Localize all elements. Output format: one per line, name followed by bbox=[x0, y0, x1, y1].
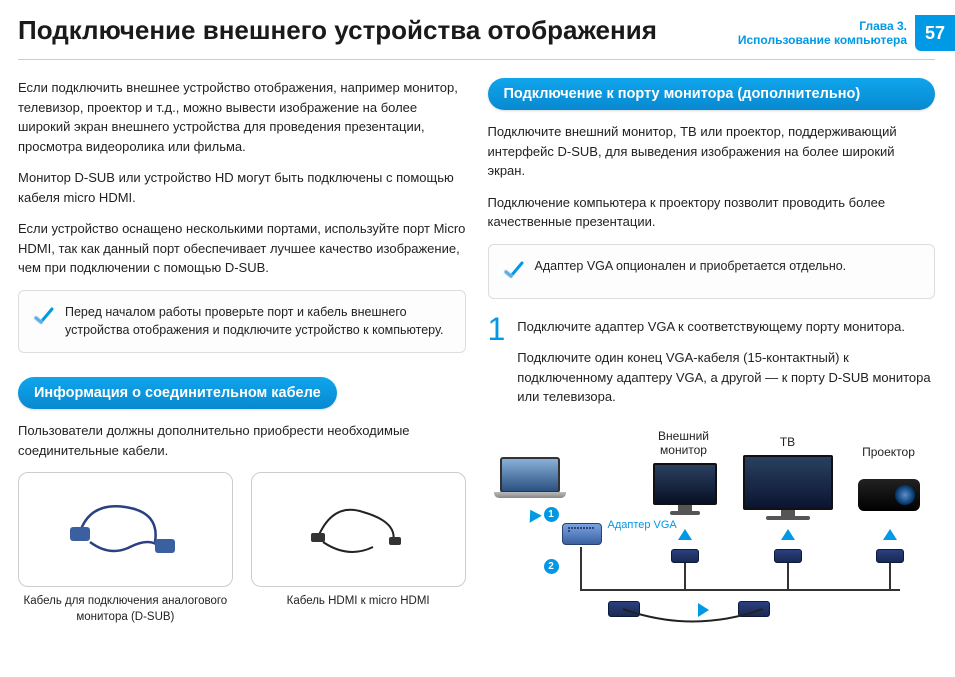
step1-para1: Подключите адаптер VGA к соответствующем… bbox=[517, 317, 935, 337]
checkmark-icon bbox=[33, 305, 55, 332]
cable-label-dsub: Кабель для подключения аналогового монит… bbox=[18, 593, 233, 625]
page-header: Подключение внешнего устройства отображе… bbox=[18, 15, 955, 51]
vga-connector-icon bbox=[876, 549, 904, 563]
section-heading-monitor-port: Подключение к порту монитора (дополнител… bbox=[488, 78, 936, 110]
cable-line bbox=[787, 563, 789, 589]
note-box-vga: Адаптер VGA опционален и приобретается о… bbox=[488, 244, 936, 299]
cable-box-hdmi bbox=[251, 472, 466, 587]
right-para-1: Подключите внешний монитор, ТВ или проек… bbox=[488, 122, 936, 181]
cable-illustrations bbox=[18, 472, 466, 587]
label-ext-monitor: Внешний монитор bbox=[646, 429, 722, 457]
vga-adapter-label: Адаптер VGA bbox=[608, 519, 677, 531]
tv-icon bbox=[743, 455, 833, 520]
monitor-icon bbox=[653, 463, 717, 515]
step-1: 1 Подключите адаптер VGA к соответствующ… bbox=[488, 317, 936, 419]
chapter-line2: Использование компьютера bbox=[738, 33, 907, 47]
cable-line bbox=[889, 563, 891, 589]
intro-para-1: Если подключить внешнее устройство отобр… bbox=[18, 78, 466, 156]
chapter-line1: Глава 3. bbox=[738, 19, 907, 33]
step1-para2: Подключите один конец VGA-кабеля (15-кон… bbox=[517, 348, 935, 407]
note-text: Перед началом работы проверьте порт и ка… bbox=[65, 303, 451, 341]
arrow-right-icon bbox=[698, 603, 709, 617]
arrow-up-icon bbox=[781, 529, 795, 540]
note-text-vga: Адаптер VGA опционален и приобретается о… bbox=[535, 257, 847, 276]
page-number-tab: 57 bbox=[915, 15, 955, 51]
step-number: 1 bbox=[488, 313, 506, 419]
connection-diagram: Внешний монитор ТВ Проектор bbox=[488, 429, 936, 639]
cable-line bbox=[580, 589, 900, 591]
hdmi-cable-icon bbox=[293, 487, 423, 572]
vga-connector-icon bbox=[671, 549, 699, 563]
label-tv: ТВ bbox=[768, 435, 808, 449]
right-column: Подключение к порту монитора (дополнител… bbox=[488, 78, 936, 639]
intro-para-2: Монитор D-SUB или устройство HD могут бы… bbox=[18, 168, 466, 207]
cable-box-dsub bbox=[18, 472, 233, 587]
page-title: Подключение внешнего устройства отображе… bbox=[18, 15, 738, 46]
intro-para-3: Если устройство оснащено несколькими пор… bbox=[18, 219, 466, 278]
circle-2: 2 bbox=[544, 559, 559, 574]
cable-line bbox=[684, 563, 686, 589]
vga-connector-icon bbox=[774, 549, 802, 563]
arrow-up-icon bbox=[678, 529, 692, 540]
vga-adapter-icon bbox=[562, 523, 602, 545]
section-heading-cable-info: Информация о соединительном кабеле bbox=[18, 377, 337, 409]
dsub-cable-icon bbox=[60, 487, 190, 572]
arrow-icon bbox=[524, 506, 542, 523]
circle-1: 1 bbox=[544, 507, 559, 522]
header-right: Глава 3. Использование компьютера 57 bbox=[738, 15, 955, 51]
left-column: Если подключить внешнее устройство отобр… bbox=[18, 78, 466, 639]
cable-labels: Кабель для подключения аналогового монит… bbox=[18, 593, 466, 625]
laptop-icon bbox=[494, 457, 566, 503]
note-box: Перед началом работы проверьте порт и ка… bbox=[18, 290, 466, 354]
cable-label-hdmi: Кабель HDMI к micro HDMI bbox=[251, 593, 466, 625]
divider bbox=[18, 59, 935, 60]
cable-info-para: Пользователи должны дополнительно приобр… bbox=[18, 421, 466, 460]
label-projector: Проектор bbox=[854, 445, 924, 459]
chapter-label: Глава 3. Использование компьютера bbox=[738, 15, 915, 51]
projector-icon bbox=[858, 479, 920, 511]
arrow-up-icon bbox=[883, 529, 897, 540]
right-para-2: Подключение компьютера к проектору позво… bbox=[488, 193, 936, 232]
checkmark-icon bbox=[503, 259, 525, 286]
cable-line bbox=[580, 547, 582, 589]
cable-curve bbox=[608, 599, 778, 629]
